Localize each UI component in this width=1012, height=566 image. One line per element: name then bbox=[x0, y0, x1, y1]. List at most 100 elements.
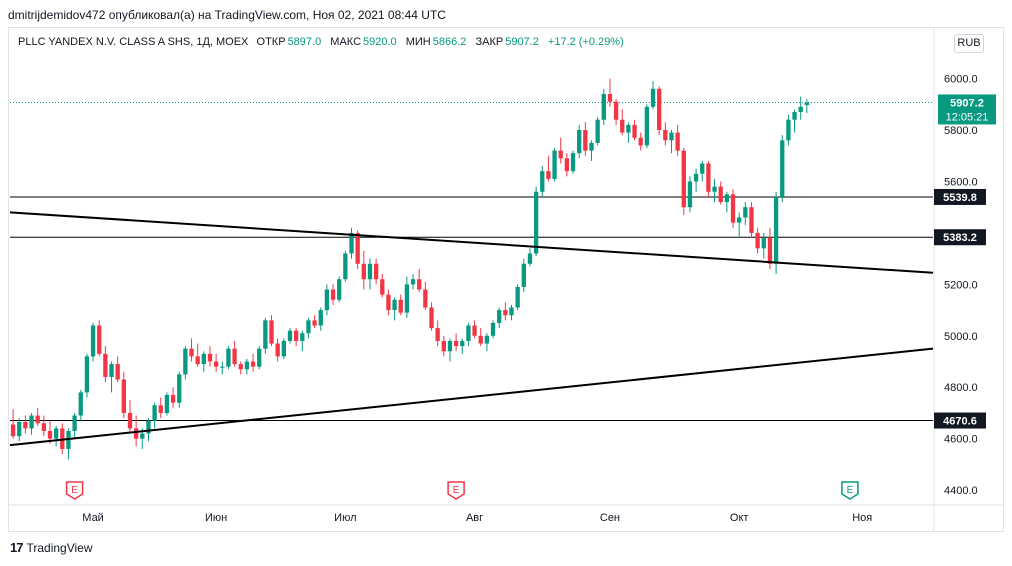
y-tick-label: 6000.0 bbox=[944, 74, 978, 86]
candle-up bbox=[466, 325, 471, 341]
candle-up bbox=[447, 340, 453, 352]
candle-up bbox=[263, 320, 268, 349]
candle-down bbox=[10, 424, 16, 437]
candle-up bbox=[300, 333, 305, 341]
level-label-box bbox=[934, 188, 986, 205]
candle-up bbox=[146, 420, 151, 434]
candle-down bbox=[583, 130, 588, 151]
candle-up bbox=[324, 289, 330, 311]
y-tick-label: 5800.0 bbox=[944, 125, 978, 137]
x-tick-label: Окт bbox=[730, 512, 749, 524]
candle-up bbox=[337, 279, 342, 300]
candle-up bbox=[392, 299, 397, 311]
candle-down bbox=[472, 325, 477, 336]
candle-up bbox=[343, 253, 348, 280]
change-value: +17.2 (+0.29%) bbox=[547, 36, 624, 48]
candle-up bbox=[349, 232, 354, 254]
x-tick-label: Май bbox=[82, 512, 104, 524]
candle-up bbox=[792, 112, 797, 120]
candle-up bbox=[780, 140, 785, 197]
y-tick-label: 5000.0 bbox=[944, 331, 978, 343]
earnings-marker-icon bbox=[65, 481, 84, 500]
symbol-name: PLLC YANDEX N.V. CLASS A SHS, 1Д, MOEX bbox=[18, 36, 249, 48]
y-tick-label: 4800.0 bbox=[944, 382, 978, 394]
close-value: 5907.2 bbox=[505, 36, 539, 48]
candle-up bbox=[521, 263, 526, 287]
brand-name: TradingView bbox=[26, 540, 93, 555]
candle-up bbox=[29, 415, 34, 429]
trend-line bbox=[9, 347, 934, 447]
candle-down bbox=[632, 124, 637, 138]
candle-up bbox=[644, 106, 650, 146]
level-label-text: 4670.6 bbox=[943, 416, 977, 428]
candle-down bbox=[681, 150, 686, 208]
chart-frame bbox=[8, 27, 1004, 532]
level-label-text: 5383.2 bbox=[943, 232, 977, 244]
candle-up bbox=[540, 171, 545, 192]
y-tick-label: 5600.0 bbox=[944, 176, 978, 188]
high-label: МАКС bbox=[330, 36, 362, 48]
earnings-marker-icon bbox=[841, 481, 859, 500]
candle-down bbox=[330, 289, 336, 300]
candle-up bbox=[84, 356, 90, 393]
candle-up bbox=[515, 286, 520, 308]
candle-up bbox=[761, 238, 766, 249]
candle-down bbox=[423, 289, 428, 308]
candle-down bbox=[189, 348, 194, 357]
high-value: 5920.0 bbox=[363, 36, 397, 48]
candle-down bbox=[121, 379, 126, 413]
candle-up bbox=[798, 106, 803, 113]
candle-up bbox=[220, 366, 225, 368]
low-label: МИН bbox=[405, 36, 431, 48]
candle-down bbox=[195, 356, 200, 365]
candle-down bbox=[312, 320, 317, 326]
candle-down bbox=[380, 279, 385, 295]
currency-button[interactable]: RUB bbox=[954, 34, 984, 53]
candle-down bbox=[441, 340, 446, 352]
x-tick-label: Авг bbox=[466, 512, 483, 524]
candle-up bbox=[490, 322, 496, 336]
candle-down bbox=[238, 364, 243, 370]
earnings-marker-label: E bbox=[71, 485, 78, 496]
candle-down bbox=[638, 137, 643, 146]
candle-up bbox=[786, 119, 791, 141]
candle-up bbox=[527, 253, 533, 264]
candle-up bbox=[53, 428, 59, 439]
candle-down bbox=[97, 325, 102, 354]
candle-up bbox=[497, 310, 502, 323]
candle-down bbox=[564, 158, 570, 172]
candle-down bbox=[620, 119, 625, 133]
candle-up bbox=[724, 194, 730, 203]
candle-down bbox=[170, 394, 176, 403]
trend-line bbox=[9, 211, 934, 274]
candle-down bbox=[558, 150, 563, 159]
candle-up bbox=[460, 340, 465, 347]
candle-up bbox=[72, 415, 77, 431]
candle-down bbox=[269, 320, 274, 344]
symbol-legend: PLLC YANDEX N.V. CLASS A SHS, 1Д, MOEX О… bbox=[18, 36, 624, 48]
x-tick-label: Сен bbox=[600, 512, 620, 524]
candle-up bbox=[78, 392, 83, 416]
candle-up bbox=[700, 163, 705, 174]
countdown-label: 12:05:21 bbox=[946, 111, 989, 123]
candle-down bbox=[213, 361, 219, 367]
candle-up bbox=[601, 94, 606, 120]
candle-up bbox=[140, 433, 145, 439]
candle-up bbox=[90, 325, 96, 357]
candle-down bbox=[250, 361, 256, 367]
candle-up bbox=[404, 284, 410, 313]
candle-down bbox=[613, 101, 619, 120]
candle-up bbox=[17, 421, 22, 437]
earnings-marker-label: E bbox=[453, 485, 460, 496]
candle-down bbox=[355, 232, 360, 264]
candle-up bbox=[570, 153, 576, 172]
candle-up bbox=[257, 348, 262, 367]
candle-up bbox=[509, 307, 514, 316]
candle-up bbox=[367, 263, 373, 280]
candle-down bbox=[417, 279, 422, 290]
level-label-text: 5539.8 bbox=[943, 192, 977, 204]
candle-down bbox=[127, 412, 133, 429]
candle-down bbox=[47, 430, 53, 439]
earnings-marker-label: E bbox=[847, 485, 854, 496]
